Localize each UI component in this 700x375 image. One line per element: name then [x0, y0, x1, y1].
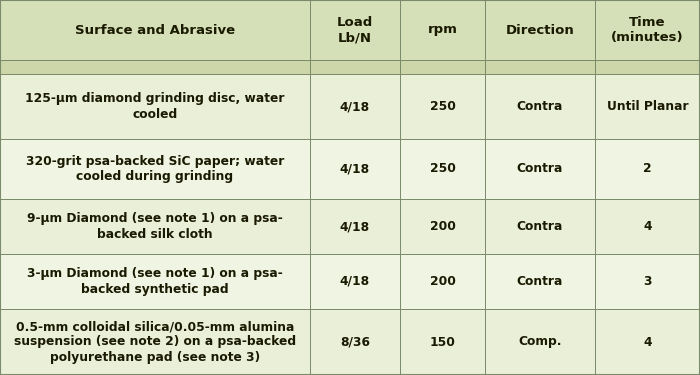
Text: 250: 250 — [430, 100, 456, 113]
Text: Direction: Direction — [505, 24, 575, 36]
Bar — [485, 199, 595, 254]
Text: Contra: Contra — [517, 220, 564, 233]
Text: 150: 150 — [430, 336, 456, 348]
Bar — [485, 74, 595, 139]
Text: 4/18: 4/18 — [340, 275, 370, 288]
Bar — [0, 60, 310, 74]
Bar — [310, 74, 400, 139]
Text: Contra: Contra — [517, 275, 564, 288]
Bar — [595, 199, 700, 254]
Text: 8/36: 8/36 — [340, 336, 370, 348]
Bar — [485, 309, 595, 375]
Text: 250: 250 — [430, 162, 456, 176]
Text: 200: 200 — [430, 275, 456, 288]
Text: 3: 3 — [643, 275, 652, 288]
Bar — [400, 309, 485, 375]
Text: Comp.: Comp. — [518, 336, 561, 348]
Text: Load
Lb/N: Load Lb/N — [337, 16, 373, 44]
Text: Contra: Contra — [517, 162, 564, 176]
Bar — [0, 199, 310, 254]
Text: rpm: rpm — [428, 24, 457, 36]
Bar — [310, 254, 400, 309]
Bar — [400, 0, 485, 60]
Bar — [485, 60, 595, 74]
Bar — [595, 60, 700, 74]
Text: 4/18: 4/18 — [340, 220, 370, 233]
Text: 4: 4 — [643, 220, 652, 233]
Bar — [485, 139, 595, 199]
Bar — [310, 309, 400, 375]
Text: 200: 200 — [430, 220, 456, 233]
Text: 0.5-mm colloidal silica/0.05-mm alumina
suspension (see note 2) on a psa-backed
: 0.5-mm colloidal silica/0.05-mm alumina … — [14, 320, 296, 364]
Bar — [0, 254, 310, 309]
Bar — [310, 60, 400, 74]
Bar — [485, 0, 595, 60]
Bar — [595, 74, 700, 139]
Text: 4/18: 4/18 — [340, 162, 370, 176]
Bar — [0, 0, 310, 60]
Text: 4: 4 — [643, 336, 652, 348]
Bar — [0, 74, 310, 139]
Bar — [595, 0, 700, 60]
Bar — [400, 254, 485, 309]
Text: 125-μm diamond grinding disc, water
cooled: 125-μm diamond grinding disc, water cool… — [25, 92, 285, 121]
Bar — [310, 139, 400, 199]
Bar — [400, 60, 485, 74]
Bar — [595, 309, 700, 375]
Text: Contra: Contra — [517, 100, 564, 113]
Text: 4/18: 4/18 — [340, 100, 370, 113]
Bar — [310, 0, 400, 60]
Bar — [485, 254, 595, 309]
Bar — [595, 254, 700, 309]
Bar — [595, 139, 700, 199]
Bar — [400, 74, 485, 139]
Bar — [400, 139, 485, 199]
Text: Until Planar: Until Planar — [607, 100, 688, 113]
Text: 320-grit psa-backed SiC paper; water
cooled during grinding: 320-grit psa-backed SiC paper; water coo… — [26, 155, 284, 183]
Text: Time
(minutes): Time (minutes) — [611, 16, 684, 44]
Text: 3-μm Diamond (see note 1) on a psa-
backed synthetic pad: 3-μm Diamond (see note 1) on a psa- back… — [27, 267, 283, 296]
Bar — [310, 199, 400, 254]
Text: 9-μm Diamond (see note 1) on a psa-
backed silk cloth: 9-μm Diamond (see note 1) on a psa- back… — [27, 212, 283, 241]
Bar — [0, 309, 310, 375]
Bar — [0, 139, 310, 199]
Text: 2: 2 — [643, 162, 652, 176]
Text: Surface and Abrasive: Surface and Abrasive — [75, 24, 235, 36]
Bar — [400, 199, 485, 254]
